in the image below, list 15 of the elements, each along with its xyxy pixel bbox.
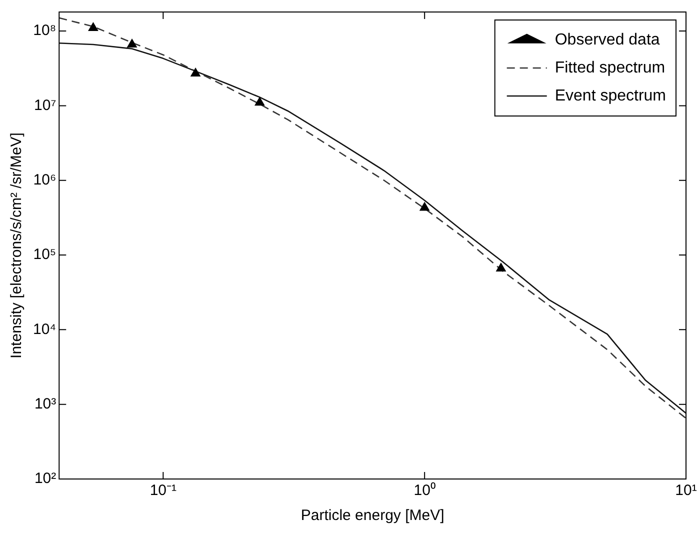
y-tick-label: 10⁴ (32, 320, 56, 338)
y-axis-title: Intensity [electrons/s/cm² /sr/MeV] (8, 132, 26, 358)
legend-label: Event spectrum (554, 87, 666, 104)
x-axis-title: Particle energy [MeV] (300, 507, 444, 524)
y-tick-label: 10³ (34, 395, 56, 412)
y-tick-label: 10⁵ (33, 246, 56, 264)
x-tick-label: 10¹ (675, 482, 697, 500)
y-tick-label: 10⁸ (33, 22, 56, 40)
x-tick-label: 10⁰ (414, 482, 436, 500)
y-tick-label: 10⁶ (33, 172, 56, 189)
legend-label: Fitted spectrum (554, 59, 666, 76)
y-tick-label: 10⁷ (34, 96, 56, 114)
legend-label: Observed data (554, 31, 660, 48)
x-tick-label: 10⁻¹ (150, 482, 177, 500)
y-tick-label: 10² (34, 470, 56, 488)
